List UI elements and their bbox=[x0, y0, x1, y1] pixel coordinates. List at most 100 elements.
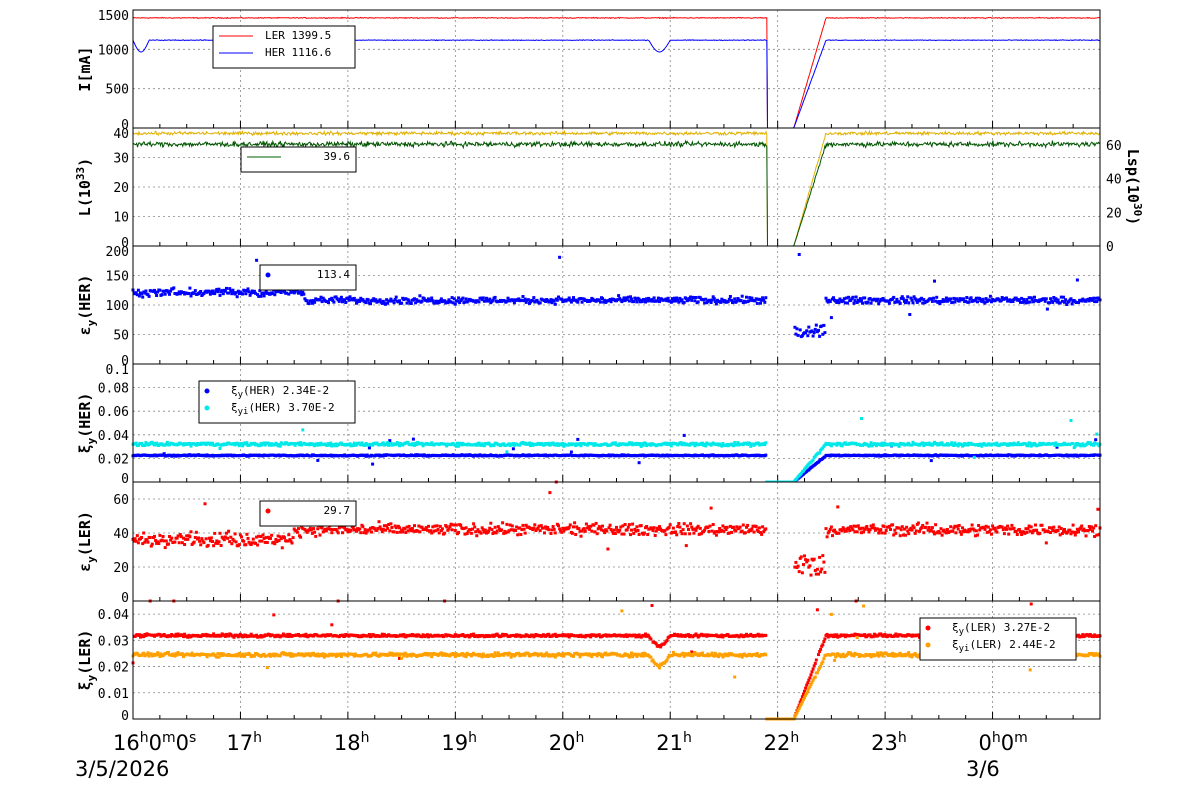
data-point bbox=[1044, 297, 1048, 301]
data-point bbox=[225, 286, 228, 290]
y-tick-label: 500 bbox=[106, 83, 129, 98]
data-point bbox=[495, 529, 499, 533]
data-point bbox=[710, 529, 714, 533]
data-point bbox=[1095, 432, 1099, 436]
data-point bbox=[319, 295, 323, 299]
data-point bbox=[164, 442, 168, 446]
data-point bbox=[875, 444, 878, 448]
data-point bbox=[241, 292, 245, 296]
data-point bbox=[178, 292, 182, 296]
data-point bbox=[427, 524, 430, 528]
data-point bbox=[647, 296, 651, 300]
data-point bbox=[832, 635, 835, 639]
data-point bbox=[813, 661, 817, 665]
data-point bbox=[329, 633, 333, 637]
data-point bbox=[929, 459, 933, 463]
data-point bbox=[358, 299, 362, 303]
data-point bbox=[315, 454, 319, 458]
data-point bbox=[685, 524, 689, 528]
data-point bbox=[1074, 530, 1078, 534]
data-point bbox=[940, 300, 944, 304]
data-point bbox=[276, 534, 280, 538]
data-point bbox=[223, 535, 227, 539]
data-point bbox=[1066, 530, 1070, 534]
data-point bbox=[322, 529, 326, 533]
data-point bbox=[761, 296, 765, 300]
data-point bbox=[871, 523, 875, 527]
data-point bbox=[1080, 524, 1084, 528]
data-point bbox=[168, 292, 171, 296]
data-point bbox=[871, 635, 875, 639]
data-point bbox=[238, 290, 242, 294]
data-point bbox=[820, 324, 824, 328]
series-points-0 bbox=[131, 480, 1102, 577]
data-point bbox=[958, 530, 962, 534]
data-point bbox=[506, 296, 510, 300]
data-point bbox=[530, 442, 534, 446]
data-point bbox=[279, 537, 283, 541]
data-point bbox=[677, 300, 681, 304]
data-point bbox=[411, 437, 415, 441]
data-point bbox=[1075, 278, 1079, 282]
data-point bbox=[956, 444, 960, 448]
legend-label: HER 1116.6 bbox=[265, 46, 331, 59]
data-point bbox=[313, 530, 317, 534]
data-point bbox=[290, 652, 294, 656]
data-point bbox=[642, 634, 646, 638]
data-point bbox=[189, 294, 193, 298]
data-point bbox=[920, 526, 924, 530]
data-point bbox=[463, 532, 467, 536]
data-point bbox=[590, 529, 594, 533]
data-point bbox=[852, 634, 856, 638]
data-point bbox=[607, 526, 611, 530]
data-point bbox=[505, 299, 509, 303]
data-point bbox=[207, 536, 211, 540]
data-point bbox=[693, 299, 697, 303]
data-point bbox=[897, 444, 901, 448]
data-point bbox=[675, 533, 679, 537]
data-point bbox=[287, 653, 291, 657]
data-point bbox=[642, 531, 646, 535]
data-point bbox=[425, 528, 429, 532]
data-point bbox=[797, 570, 801, 574]
data-point bbox=[433, 301, 437, 305]
data-point bbox=[173, 634, 177, 638]
data-point bbox=[352, 296, 356, 300]
data-point bbox=[331, 528, 335, 532]
data-point bbox=[1017, 528, 1021, 531]
data-point bbox=[898, 534, 902, 538]
data-point bbox=[637, 461, 641, 465]
data-point bbox=[343, 298, 347, 302]
data-point bbox=[991, 524, 995, 528]
data-point bbox=[211, 289, 214, 293]
data-point bbox=[505, 450, 509, 454]
data-point bbox=[244, 543, 248, 547]
data-point bbox=[962, 443, 965, 447]
data-point bbox=[288, 651, 292, 655]
data-point bbox=[404, 297, 408, 301]
data-point bbox=[1010, 523, 1014, 527]
data-point bbox=[1052, 442, 1056, 445]
data-point bbox=[983, 527, 987, 531]
data-point bbox=[523, 297, 527, 301]
data-point bbox=[745, 632, 748, 636]
data-point bbox=[249, 291, 253, 295]
data-point bbox=[589, 299, 593, 303]
data-point bbox=[613, 532, 617, 535]
data-point bbox=[1072, 530, 1076, 534]
data-point bbox=[167, 651, 170, 654]
data-point bbox=[160, 538, 164, 542]
data-point bbox=[459, 441, 463, 445]
data-point bbox=[569, 300, 573, 304]
data-point bbox=[696, 300, 700, 304]
data-point bbox=[836, 505, 840, 509]
data-point bbox=[694, 528, 698, 532]
data-point bbox=[487, 529, 491, 533]
data-point bbox=[829, 316, 833, 320]
data-point bbox=[557, 524, 560, 528]
data-point bbox=[507, 529, 511, 533]
data-point bbox=[143, 291, 147, 295]
data-point bbox=[951, 300, 955, 304]
data-point bbox=[835, 633, 839, 637]
data-point bbox=[553, 632, 557, 636]
